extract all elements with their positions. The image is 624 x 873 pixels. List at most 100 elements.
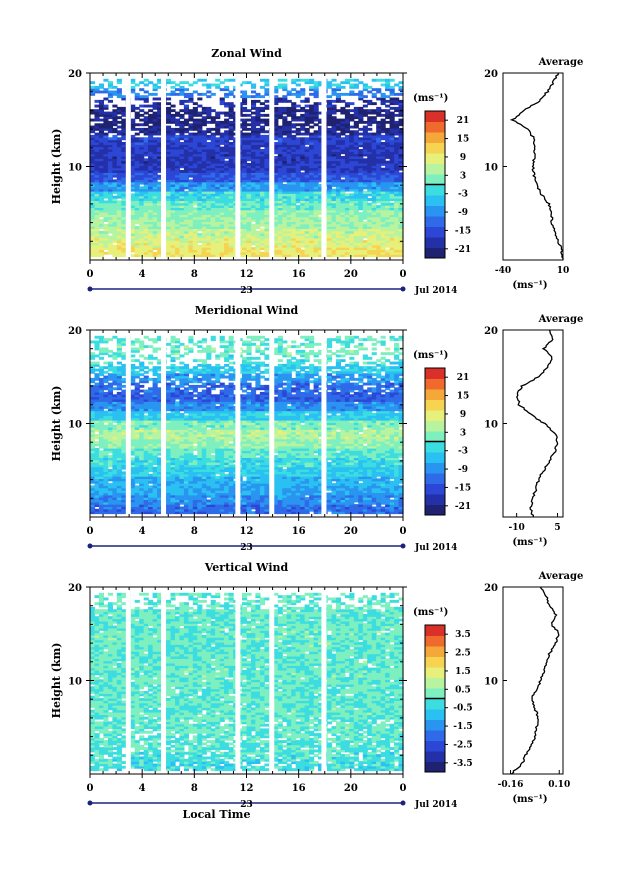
heat-cell xyxy=(211,133,216,136)
x-tick-label: 12 xyxy=(240,269,254,280)
heat-cell xyxy=(251,100,256,103)
date-suffix: Jul 2014 xyxy=(414,286,457,296)
heat-cell xyxy=(327,128,332,131)
heat-cell xyxy=(103,133,108,136)
heat-cell xyxy=(260,228,265,231)
heat-cell xyxy=(148,109,153,112)
heat-cell xyxy=(144,95,149,98)
heat-cell xyxy=(300,79,305,82)
heat-cell xyxy=(296,79,301,82)
heat-cell xyxy=(211,116,216,119)
heat-cell xyxy=(103,200,108,203)
heat-cell xyxy=(108,121,113,124)
heat-cell xyxy=(385,109,390,112)
heat-cell xyxy=(215,137,220,140)
heat-cell xyxy=(229,79,234,82)
heat-cell xyxy=(215,121,220,124)
heat-cell xyxy=(95,123,100,126)
heat-cell xyxy=(153,98,158,101)
heat-cell xyxy=(340,156,345,159)
heat-cell xyxy=(296,205,301,208)
x-tick-label: 8 xyxy=(191,269,198,280)
heat-cell xyxy=(103,252,108,255)
heat-cell xyxy=(171,86,176,89)
heat-cell xyxy=(260,149,265,152)
heat-cell xyxy=(197,98,202,101)
heat-cell xyxy=(376,88,381,91)
heat-cell xyxy=(314,130,319,133)
heat-cell xyxy=(95,105,100,108)
colorbar-band xyxy=(425,206,445,217)
heat-cell xyxy=(220,147,225,150)
heat-cell xyxy=(184,135,189,138)
heat-cell xyxy=(296,137,301,140)
heat-cell xyxy=(251,84,256,87)
heat-cell xyxy=(179,170,184,173)
heat-cell xyxy=(108,91,113,94)
heat-cell xyxy=(90,341,95,344)
heat-cell xyxy=(385,79,390,82)
colorbar-band xyxy=(425,195,445,206)
heat-cell xyxy=(358,107,363,110)
heat-cell xyxy=(139,186,144,189)
heat-cell xyxy=(363,126,368,129)
heat-cell xyxy=(367,86,372,89)
heat-cell xyxy=(296,116,301,119)
heat-cell xyxy=(381,168,386,171)
heat-cell xyxy=(264,79,269,82)
heat-cell xyxy=(171,91,176,94)
data-gap xyxy=(161,73,166,260)
date-label: 23 xyxy=(240,286,253,296)
heat-cell xyxy=(278,107,283,110)
heat-cell xyxy=(394,121,399,124)
heat-cell xyxy=(247,119,252,122)
heat-cell xyxy=(385,95,390,98)
heat-cell xyxy=(95,133,100,136)
heat-cell xyxy=(103,98,108,101)
heat-cell xyxy=(95,383,100,386)
heat-cell xyxy=(95,341,100,344)
heat-cell xyxy=(197,245,202,248)
heat-cell xyxy=(309,93,314,96)
heat-cell xyxy=(184,105,189,108)
heat-cell xyxy=(372,116,377,119)
panel-title: Zonal Wind xyxy=(211,47,282,60)
heat-cell xyxy=(206,135,211,138)
heat-cell xyxy=(193,107,198,110)
colorbar-band xyxy=(425,248,445,259)
heat-cell xyxy=(358,149,363,152)
heat-cell xyxy=(153,93,158,96)
heat-cell xyxy=(340,100,345,103)
heat-cell xyxy=(184,88,189,91)
heat-cell xyxy=(144,137,149,140)
heat-cell xyxy=(354,130,359,133)
heat-cell xyxy=(188,93,193,96)
heat-cell xyxy=(135,107,140,110)
heat-cell xyxy=(95,369,100,372)
heat-cell xyxy=(332,116,337,119)
average-x-tick-label: -40 xyxy=(495,266,511,276)
heat-cell xyxy=(108,469,113,472)
heat-cell xyxy=(278,84,283,87)
heat-cell xyxy=(103,366,108,369)
heat-cell xyxy=(197,79,202,82)
heat-cell xyxy=(229,121,234,124)
heat-cell xyxy=(282,84,287,87)
heat-cell xyxy=(215,112,220,115)
heat-cell xyxy=(296,84,301,87)
colorbar-band xyxy=(425,132,445,143)
data-gap xyxy=(321,73,326,260)
heat-cell xyxy=(394,98,399,101)
heat-cell xyxy=(381,93,386,96)
heat-cell xyxy=(349,126,354,129)
heat-cell xyxy=(260,95,265,98)
heat-cell xyxy=(108,455,113,458)
heat-cell xyxy=(144,105,149,108)
heat-cell xyxy=(103,338,108,341)
heat-cell xyxy=(99,100,104,103)
heat-cell xyxy=(260,119,265,122)
heat-cell xyxy=(340,93,345,96)
heat-cell xyxy=(363,105,368,108)
heat-cell xyxy=(224,119,229,122)
heat-cell xyxy=(381,79,386,82)
